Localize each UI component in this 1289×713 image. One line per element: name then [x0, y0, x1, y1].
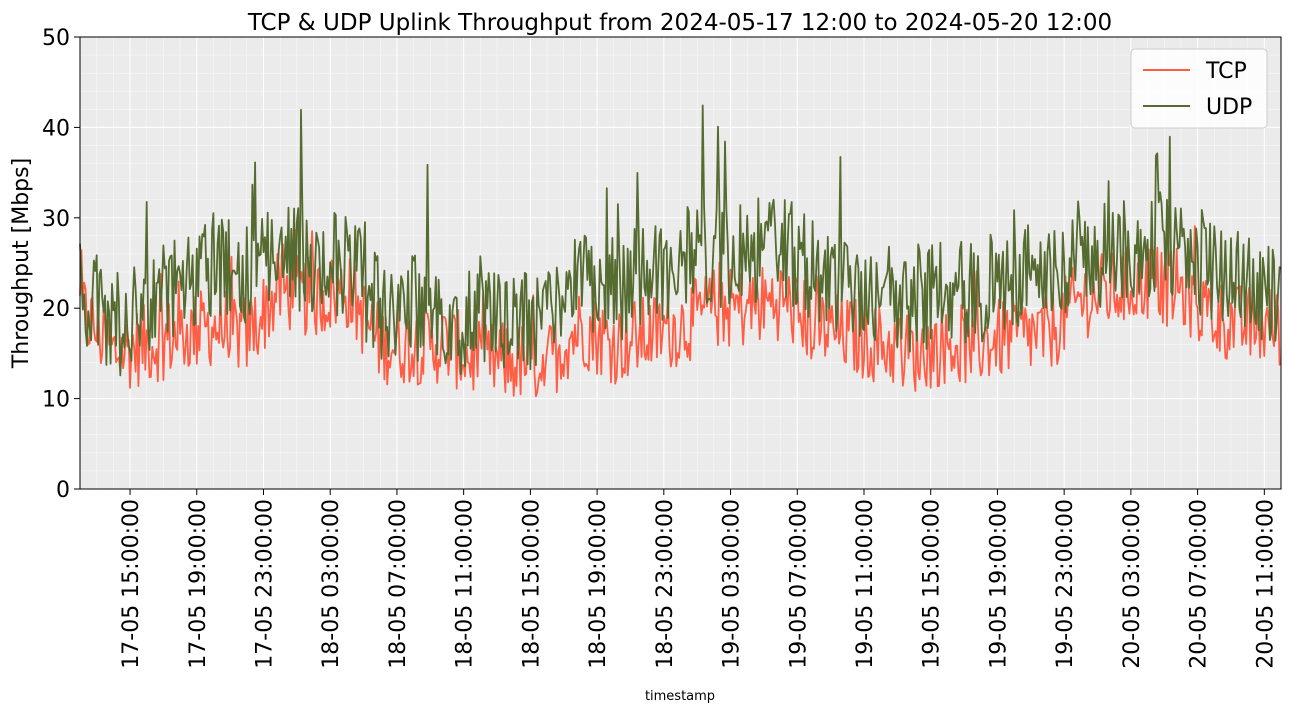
plot-frame	[79, 36, 1282, 490]
legend-label-tcp: TCP	[1205, 59, 1247, 84]
legend: TCP UDP	[1130, 48, 1268, 129]
x-tick-label: 18-05 11:00:00	[453, 499, 478, 669]
y-tick-label: 40	[42, 116, 70, 141]
x-tick-label: 20-05 03:00:00	[1120, 499, 1145, 669]
series-line-udp	[79, 104, 1282, 377]
y-tick-label: 50	[42, 26, 70, 51]
y-axis: 0 10 20 30 40 50	[42, 26, 80, 503]
x-tick-label: 19-05 15:00:00	[920, 499, 945, 669]
y-axis-label: Throughput [Mbps]	[9, 158, 34, 369]
y-tick-label: 10	[42, 388, 70, 413]
x-tick-label: 19-05 07:00:00	[786, 499, 811, 669]
x-tick-label: 17-05 19:00:00	[186, 499, 211, 669]
x-tick-label: 18-05 23:00:00	[653, 499, 678, 669]
x-tick-label: 18-05 03:00:00	[319, 499, 344, 669]
x-axis-label: timestamp	[645, 689, 715, 704]
legend-label-udp: UDP	[1206, 95, 1252, 120]
y-tick-label: 20	[42, 297, 70, 322]
x-axis: 17-05 15:00:00 17-05 19:00:00 17-05 23:00:…	[119, 489, 1278, 669]
y-tick-label: 0	[56, 478, 70, 503]
chart-title: TCP & UDP Uplink Throughput from 2024-05…	[247, 10, 1112, 36]
x-tick-label: 18-05 07:00:00	[386, 499, 411, 669]
x-tick-label: 19-05 03:00:00	[720, 499, 745, 669]
x-tick-label: 20-05 11:00:00	[1253, 499, 1278, 669]
legend-box	[1130, 48, 1268, 129]
x-tick-label: 17-05 23:00:00	[253, 499, 278, 669]
x-tick-label: 19-05 23:00:00	[1053, 499, 1078, 669]
series-line-tcp	[79, 225, 1282, 398]
x-tick-label: 20-05 07:00:00	[1187, 499, 1212, 669]
x-tick-label: 17-05 15:00:00	[119, 499, 144, 669]
series-layer	[79, 104, 1282, 398]
x-tick-label: 18-05 19:00:00	[586, 499, 611, 669]
x-tick-label: 19-05 19:00:00	[986, 499, 1011, 669]
x-tick-label: 19-05 11:00:00	[853, 499, 878, 669]
y-tick-label: 30	[42, 207, 70, 232]
x-tick-label: 18-05 15:00:00	[519, 499, 544, 669]
